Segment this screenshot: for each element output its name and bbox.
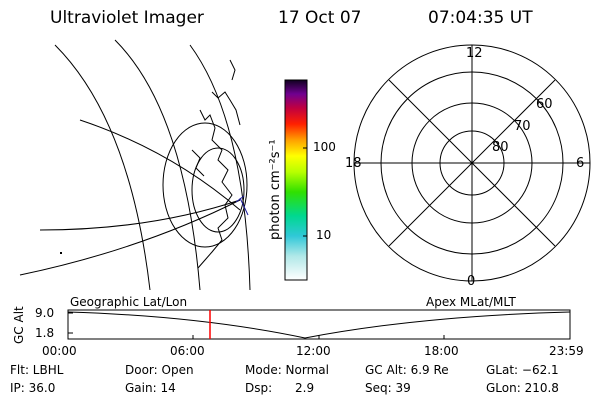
mlt-label-0: 0 (467, 274, 476, 289)
x-tick-0000: 00:00 (42, 344, 77, 358)
info-ip: IP: 36.0 (10, 381, 56, 395)
mlat-label-60: 60 (536, 97, 553, 112)
instrument-title: Ultraviolet Imager (50, 8, 204, 28)
info-dsp: Dsp: 2.9 (245, 381, 315, 395)
map-latitude-arc (79, 119, 241, 211)
info-door: Door: Open (125, 363, 194, 377)
map-latitude-arc (19, 199, 241, 276)
y-tick-1-8: 1.8 (35, 326, 55, 340)
x-tick-2359: 23:59 (549, 344, 584, 358)
x-tick-1800: 18:00 (424, 344, 459, 358)
colorbar-tick-100: 100 (313, 140, 336, 154)
y-tick-9: 9.0 (35, 306, 55, 320)
map-latitude-arc (114, 39, 201, 290)
x-tick-1200: 12:00 (296, 344, 331, 358)
timeline-ylabel: GC Alt (12, 306, 26, 344)
info-mode: Mode: Normal (245, 363, 329, 377)
mlat-label-70: 70 (514, 119, 531, 134)
map-latitude-arc (189, 44, 251, 290)
colorbar-label: photon cm⁻²s⁻¹ (268, 139, 283, 240)
timeline-plot (67, 309, 571, 340)
timeline-left-label: Geographic Lat/Lon (70, 295, 188, 309)
date-label: 17 Oct 07 (278, 8, 362, 28)
info-filter: Flt: LBHL (10, 363, 64, 377)
colorbar-ticks (303, 147, 307, 237)
mlat-label-80: 80 (492, 140, 509, 155)
polar-plot (353, 44, 591, 282)
info-seq: Seq: 39 (365, 381, 411, 395)
info-gain: Gain: 14 (125, 381, 176, 395)
time-label: 07:04:35 UT (428, 8, 533, 28)
mlt-label-12: 12 (466, 46, 483, 61)
x-tick-0600: 06:00 (170, 344, 205, 358)
coastline (197, 109, 233, 269)
map-dot (60, 252, 62, 254)
map-latitude-arc (54, 44, 151, 290)
info-gc-alt: GC Alt: 6.9 Re (365, 363, 449, 377)
map-latitude-arc (39, 199, 241, 231)
info-glat: GLat: −62.1 (486, 363, 559, 377)
coastline (211, 91, 241, 126)
coastline (229, 59, 236, 81)
geographic-map (19, 39, 251, 290)
nadir-marker (235, 195, 249, 216)
info-glon: GLon: 210.8 (486, 381, 559, 395)
mlt-label-18: 18 (345, 156, 362, 171)
map-outer-ring (162, 122, 248, 248)
coastline (191, 149, 205, 177)
altitude-curve (67, 311, 571, 339)
colorbar (284, 79, 308, 281)
mlt-label-6: 6 (576, 156, 585, 171)
timeline-right-label: Apex MLat/MLT (426, 295, 516, 309)
map-inner-ring (191, 147, 245, 233)
colorbar-tick-10: 10 (316, 228, 332, 242)
